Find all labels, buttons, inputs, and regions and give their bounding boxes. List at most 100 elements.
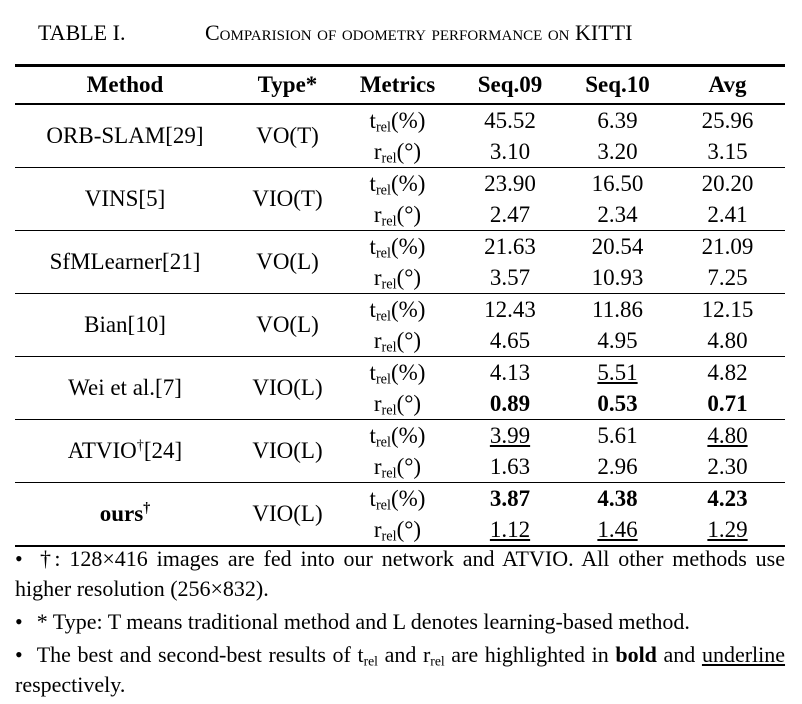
text: 45.52 <box>484 107 536 133</box>
unit: (°) <box>396 264 422 290</box>
subscript: rel <box>375 245 391 262</box>
type-cell: VIO(L) <box>235 482 340 547</box>
text: t <box>369 296 376 322</box>
text: 5.51 <box>597 359 638 385</box>
table-row: Bian[10] VO(L) trel(%) 12.43 11.86 12.15 <box>15 293 785 357</box>
caption: TABLE I. Comparision of odometry perform… <box>38 20 778 50</box>
superscript: † <box>143 500 151 517</box>
text: 25.96 <box>701 107 754 133</box>
text: 0.53 <box>597 390 638 416</box>
text: 2.47 <box>489 201 531 227</box>
value-cell: 21.09 <box>670 230 785 262</box>
table-title: Comparision of odometry performance on K… <box>205 20 633 45</box>
text: 0.89 <box>489 390 531 416</box>
note: * Type: T means traditional method and L… <box>15 607 785 637</box>
text: t <box>369 170 376 196</box>
table-row: Wei et al.[7] VIO(L) trel(%) 4.13 5.51 4.82 <box>15 356 785 420</box>
note: The best and second-best results of trel… <box>15 640 785 700</box>
text: t <box>369 422 376 448</box>
text: r <box>373 138 382 164</box>
text: Wei et al.[7] <box>68 375 182 400</box>
rich-text: 1.29 <box>707 517 747 542</box>
type-cell: VO(L) <box>235 230 340 294</box>
text: 3.99 <box>489 422 531 448</box>
rich-text: 5.51 <box>597 360 637 385</box>
rich-text: 0.71 <box>707 391 747 416</box>
text: 4.65 <box>489 327 531 353</box>
text: 7.25 <box>707 264 748 290</box>
table-row: ORB-SLAM[29] VO(T) trel(%) 45.52 6.39 25.96 <box>15 104 785 149</box>
subscript: rel <box>381 465 397 482</box>
rich-text: rrel(°) <box>374 328 421 356</box>
value-cell: 6.39 <box>565 104 670 136</box>
method-cell: ATVIO†[24] <box>15 419 235 483</box>
value-cell: 3.10 <box>455 136 565 168</box>
text: 1.63 <box>489 453 531 479</box>
rich-text: trel(%) <box>370 486 426 513</box>
subscript: rel <box>381 213 397 230</box>
header-row: Method Type* Metrics Seq.09 Seq.10 Avg <box>15 64 785 105</box>
rich-text: 4.38 <box>597 486 637 511</box>
text: 20.54 <box>591 233 644 259</box>
text: 2.30 <box>707 453 748 479</box>
text: 1.12 <box>489 516 531 542</box>
value-cell: 1.46 <box>565 514 670 547</box>
rich-text: rrel <box>423 642 445 668</box>
subscript: rel <box>381 150 397 167</box>
method-cell: SfMLearner[21] <box>15 230 235 294</box>
rich-text: rrel(°) <box>374 517 421 544</box>
text: †: 128×416 images are fed into our netwo… <box>15 546 785 601</box>
rich-text: rrel(°) <box>374 201 422 230</box>
metric-cell: rrel(°) <box>340 388 455 420</box>
value-cell: 3.87 <box>455 482 565 514</box>
value-cell: 2.41 <box>670 199 785 231</box>
column-header: Method <box>15 64 235 105</box>
text: 3.15 <box>707 138 748 164</box>
unit: (%) <box>390 359 426 385</box>
value-cell: 4.95 <box>565 325 670 357</box>
rich-text: trel(%) <box>369 170 426 199</box>
text: 1.46 <box>597 516 638 542</box>
rich-text: 0.53 <box>597 391 637 416</box>
text: 4.38 <box>597 485 638 511</box>
subscript: rel <box>375 182 391 199</box>
text: 0.71 <box>707 390 748 416</box>
text: 4.95 <box>597 327 638 353</box>
metric-cell: rrel(°) <box>340 199 455 231</box>
text: VIO(L) <box>252 438 323 463</box>
rich-text: bold <box>615 642 657 667</box>
value-cell: 3.57 <box>455 262 565 294</box>
metric-cell: trel(%) <box>340 356 455 388</box>
text: 4.13 <box>489 359 531 385</box>
value-cell: 4.80 <box>670 419 785 451</box>
text: 5.61 <box>597 422 638 448</box>
notes: †: 128×416 images are fed into our netwo… <box>15 544 785 703</box>
column-header: Type* <box>235 64 340 105</box>
metric-cell: trel(%) <box>340 419 455 451</box>
rich-text: rrel(°) <box>373 138 421 167</box>
rich-text: rrel(°) <box>374 391 421 418</box>
text: 3.87 <box>489 485 531 511</box>
table-row: VINS[5] VIO(T) trel(%) 23.90 16.50 20.20 <box>15 167 785 231</box>
metric-cell: rrel(°) <box>340 262 455 294</box>
rich-text: underline <box>702 642 785 667</box>
subscript: rel <box>381 339 397 356</box>
rich-text: 3.87 <box>490 486 530 511</box>
subscript: rel <box>375 119 391 136</box>
value-cell: 10.93 <box>565 262 670 294</box>
value-cell: 0.71 <box>670 388 785 420</box>
table-row: SfMLearner[21] VO(L) trel(%) 21.63 20.54 21.0… <box>15 230 785 294</box>
value-cell: 1.63 <box>455 451 565 483</box>
value-cell: 2.47 <box>455 199 565 231</box>
value-cell: 0.53 <box>565 388 670 420</box>
text: respectively. <box>15 672 126 697</box>
table-row: ours† VIO(L) trel(%) 3.87 4.38 4.23 <box>15 482 785 547</box>
value-cell: 11.86 <box>565 293 670 325</box>
metric-cell: rrel(°) <box>340 451 455 483</box>
value-cell: 4.82 <box>670 356 785 388</box>
superscript: † <box>136 437 144 454</box>
type-cell: VO(T) <box>235 104 340 168</box>
rich-text: trel(%) <box>370 359 426 387</box>
unit: (°) <box>396 201 422 227</box>
text: bold <box>615 642 657 667</box>
